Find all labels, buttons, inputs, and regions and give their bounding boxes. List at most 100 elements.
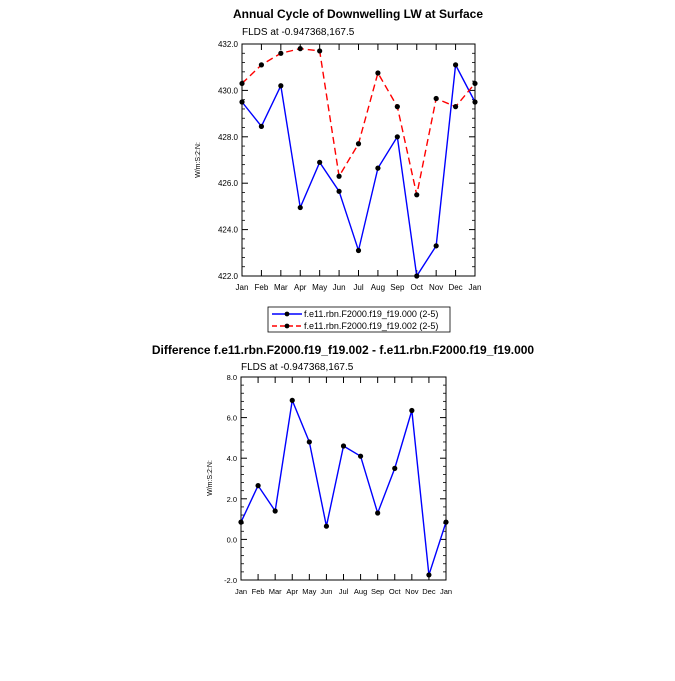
legend-box (267, 306, 451, 333)
data-point (375, 70, 381, 76)
x-tick-label: Mar (269, 587, 282, 596)
data-point (357, 453, 364, 459)
series-line-1 (240, 397, 447, 576)
chart1-series (239, 46, 478, 279)
data-point (336, 188, 342, 194)
x-tick-label: Apr (294, 283, 307, 292)
chart1-ylabel: W/m:S:2:N: (195, 142, 202, 178)
chart2-plot-frame (240, 376, 447, 581)
data-point (355, 247, 362, 254)
x-tick-label: Jan (440, 587, 452, 596)
data-point (317, 48, 323, 54)
x-tick-label: Feb (255, 283, 269, 292)
x-tick-label: Jun (320, 587, 332, 596)
x-tick-label: Aug (354, 587, 367, 596)
legend-marker-series-1 (284, 311, 290, 317)
x-tick-label: Nov (405, 587, 419, 596)
x-tick-label: Apr (286, 587, 298, 596)
y-tick-label: 0.0 (227, 535, 237, 544)
x-tick-label: Oct (411, 283, 424, 292)
y-tick-label: 8.0 (227, 373, 237, 382)
data-point (297, 204, 303, 211)
x-tick-label: Dec (422, 587, 436, 596)
x-tick-label: Jul (353, 283, 363, 292)
x-tick-label: Jan (235, 587, 247, 596)
y-tick-label: 6.0 (227, 414, 237, 423)
x-tick-label: Jun (333, 283, 346, 292)
x-tick-label: Oct (389, 587, 402, 596)
data-point (258, 62, 265, 68)
chart1-legend: f.e11.rbn.F2000.f19_f19.000 (2-5) f.e11.… (267, 306, 451, 333)
data-point (433, 95, 439, 102)
data-point (355, 141, 362, 147)
x-tick-label: Jan (469, 283, 482, 292)
y-tick-label: 2.0 (227, 495, 237, 504)
y-tick-label: 432.0 (218, 40, 239, 49)
y-tick-label: -2.0 (224, 576, 237, 585)
difference-chart: Difference f.e11.rbn.F2000.f19_f19.002 -… (152, 343, 535, 596)
data-point (394, 134, 400, 140)
data-point (375, 510, 381, 516)
x-tick-label: Feb (252, 587, 265, 596)
data-point (414, 273, 420, 279)
data-point (394, 104, 400, 110)
x-tick-label: May (312, 283, 327, 292)
data-point (317, 159, 323, 165)
data-point (255, 483, 261, 489)
data-point (472, 80, 478, 87)
data-point (239, 80, 245, 87)
series-line-1 (241, 62, 476, 278)
legend-label-series-2: f.e11.rbn.F2000.f19_f19.002 (2-5) (304, 321, 438, 331)
data-point (258, 123, 265, 129)
data-point (289, 397, 295, 403)
data-point (278, 50, 284, 56)
data-point (452, 62, 459, 68)
chart2-subtitle: FLDS at -0.947368,167.5 (241, 362, 354, 373)
data-point (239, 99, 245, 105)
x-tick-label: Mar (274, 283, 288, 292)
chart2-title: Difference f.e11.rbn.F2000.f19_f19.002 -… (152, 343, 535, 357)
x-tick-label: May (302, 587, 316, 596)
data-point (323, 523, 330, 529)
series-line-2 (241, 47, 476, 195)
x-tick-label: Jul (339, 587, 349, 596)
chart2-x-ticks: Jan Feb Mar Apr May Jun Jul Aug Sep Oct Nov Dec Jan (235, 377, 452, 596)
annual-cycle-chart: Annual Cycle of Downwelling LW at Surfac… (195, 7, 483, 333)
data-point (452, 104, 459, 110)
chart2-y-ticks: -2.0 0.0 2.0 4.0 6.0 8.0 (224, 373, 446, 585)
data-point (392, 465, 398, 471)
data-point (443, 519, 449, 525)
data-point (409, 407, 415, 414)
y-tick-label: 428.0 (218, 133, 239, 142)
data-point (336, 173, 342, 179)
x-tick-label: Nov (429, 283, 443, 292)
y-tick-label: 424.0 (218, 226, 239, 235)
data-point (426, 572, 432, 578)
data-point (340, 443, 347, 449)
y-tick-label: 426.0 (218, 179, 239, 188)
chart2-series (238, 397, 449, 578)
chart1-x-ticks: Jan Feb Mar Apr May Jun Jul Aug Sep Oct Nov Dec Jan (236, 44, 482, 292)
y-tick-label: 4.0 (227, 454, 237, 463)
data-point (433, 243, 439, 249)
data-point (238, 519, 244, 525)
x-tick-label: Sep (390, 283, 405, 292)
x-tick-label: Aug (371, 283, 385, 292)
data-point (375, 165, 381, 171)
chart1-plot-frame (241, 43, 476, 277)
y-tick-label: 430.0 (218, 86, 239, 95)
x-tick-label: Jan (236, 283, 249, 292)
x-tick-label: Sep (371, 587, 384, 596)
x-tick-label: Dec (448, 283, 462, 292)
chart2-ylabel: W/m:S:2:N: (207, 460, 214, 496)
data-point (272, 508, 278, 514)
data-point (306, 439, 312, 445)
chart1-subtitle: FLDS at -0.947368,167.5 (242, 27, 355, 38)
chart1-title: Annual Cycle of Downwelling LW at Surfac… (233, 7, 483, 21)
data-point (297, 46, 303, 52)
data-point (414, 192, 420, 198)
data-point (472, 99, 478, 105)
y-tick-label: 422.0 (218, 272, 239, 281)
legend-label-series-1: f.e11.rbn.F2000.f19_f19.000 (2-5) (304, 309, 438, 319)
